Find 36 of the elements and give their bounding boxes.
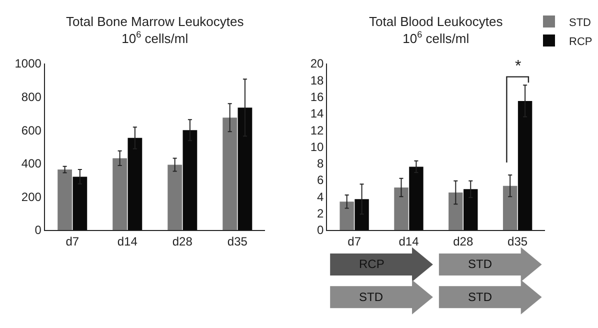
x-tick-label: d7 xyxy=(66,234,80,248)
y-tick-label: 20 xyxy=(310,56,324,71)
y-tick-label: 600 xyxy=(21,123,42,138)
chart-title: Total Blood Leukocytes xyxy=(369,14,504,29)
text: RCP xyxy=(359,257,384,271)
y-tick-label: 18 xyxy=(310,73,324,88)
y-tick-label: 8 xyxy=(317,156,324,171)
y-tick-label: 2 xyxy=(317,206,324,220)
x-tick-label: d7 xyxy=(348,234,362,248)
x-tick-label: d14 xyxy=(117,234,138,248)
y-tick-label: 200 xyxy=(21,190,42,204)
x-tick-label: d28 xyxy=(453,234,474,248)
chart-title: Total Bone Marrow Leukocytes xyxy=(66,14,244,29)
x-tick-label: d35 xyxy=(508,234,528,248)
y-tick-label: 10 xyxy=(310,140,324,154)
y-tick-label: 14 xyxy=(310,106,324,121)
text: STD xyxy=(468,257,492,271)
x-tick-label: d35 xyxy=(227,234,248,248)
chart-subtitle: 10$^{6}$ cells/ml xyxy=(122,29,188,46)
y-tick-label: 4 xyxy=(317,190,324,204)
y-tick-label: 800 xyxy=(21,90,42,104)
text: STD xyxy=(359,290,384,304)
y-tick-label: 12 xyxy=(310,123,324,138)
y-tick-label: 6 xyxy=(317,173,324,188)
annotation: * xyxy=(515,58,522,75)
y-tick-label: 0 xyxy=(317,223,324,238)
legend-label: STD xyxy=(569,16,592,29)
y-tick-label: 400 xyxy=(21,156,42,171)
y-tick-label: 16 xyxy=(310,90,324,104)
x-tick-label: d14 xyxy=(398,234,420,248)
y-tick-label: 0 xyxy=(34,223,42,238)
x-tick-label: d28 xyxy=(172,234,193,248)
y-tick-label: 1000 xyxy=(14,56,42,71)
chart-subtitle: 10$^{6}$ cells/ml xyxy=(402,29,470,46)
legend-label: RCP xyxy=(569,36,592,48)
text: STD xyxy=(468,290,492,304)
